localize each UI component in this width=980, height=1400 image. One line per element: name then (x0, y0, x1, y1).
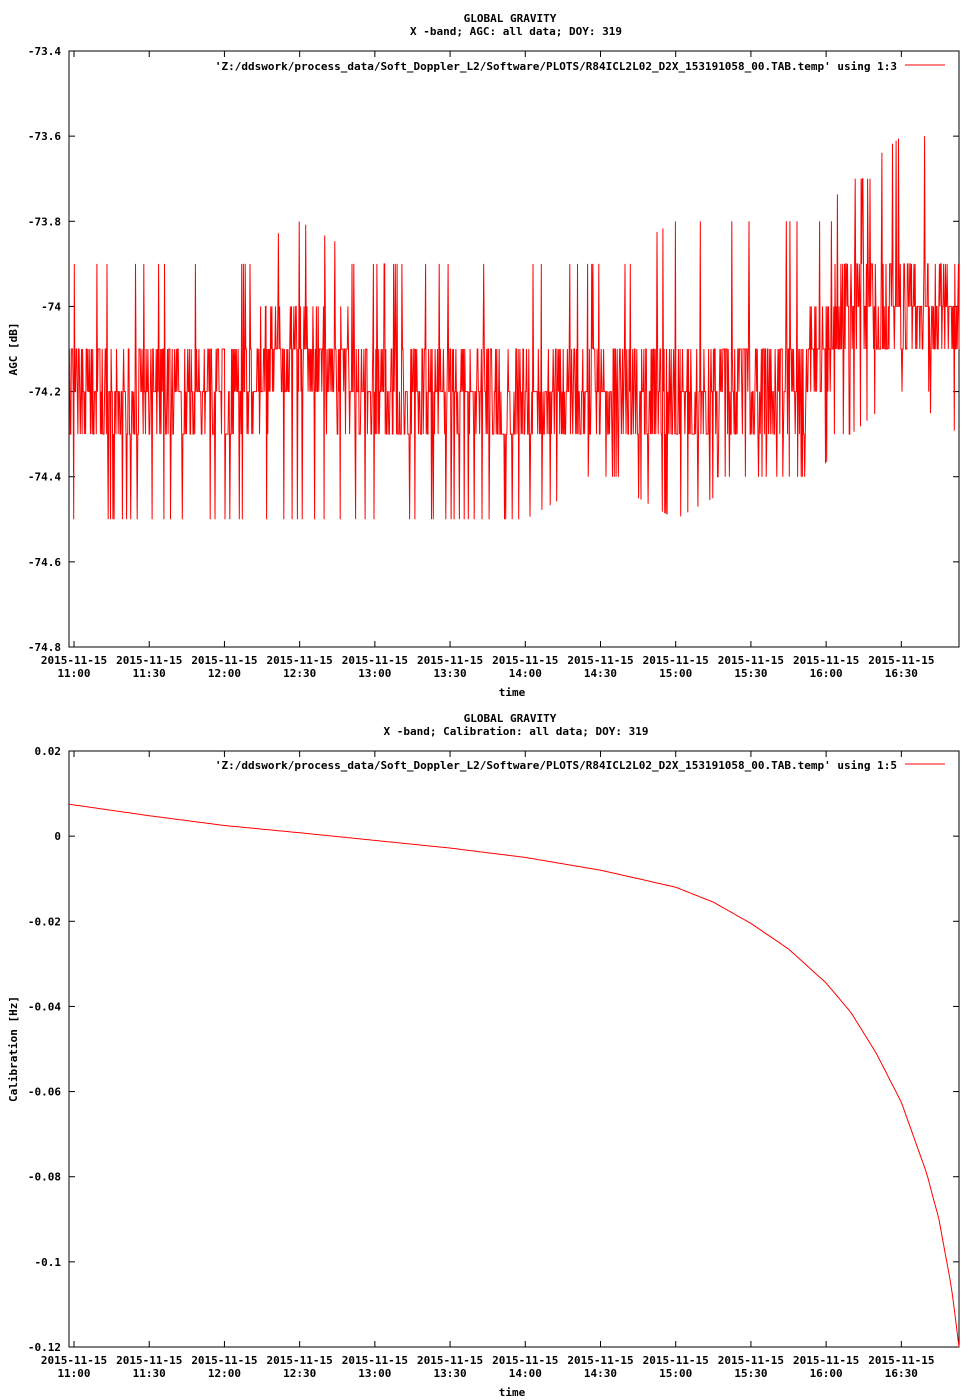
calibration-y-tick-label: -0.04 (28, 1000, 61, 1013)
calibration-x-tick-date: 2015-11-15 (267, 1354, 333, 1367)
agc-x-tick-time: 13:00 (358, 667, 391, 680)
agc-chart-subtitle: X -band; AGC: all data; DOY: 319 (410, 25, 622, 38)
calibration-x-tick-date: 2015-11-15 (417, 1354, 483, 1367)
calibration-x-tick-date: 2015-11-15 (567, 1354, 633, 1367)
calibration-x-tick-date: 2015-11-15 (718, 1354, 784, 1367)
calibration-x-tick-date: 2015-11-15 (41, 1354, 107, 1367)
agc-x-tick-date: 2015-11-15 (643, 654, 709, 667)
agc-x-tick-time: 12:30 (283, 667, 316, 680)
calibration-x-tick-time: 11:00 (57, 1367, 90, 1380)
agc-x-tick-date: 2015-11-15 (417, 654, 483, 667)
agc-x-tick-date: 2015-11-15 (116, 654, 182, 667)
calibration-y-tick-label: -0.06 (28, 1086, 61, 1099)
agc-chart-title: GLOBAL GRAVITY (464, 12, 557, 25)
calibration-y-tick-label: -0.12 (28, 1341, 61, 1354)
calibration-x-axis-label: time (499, 1386, 526, 1399)
agc-y-tick-label: -74.8 (28, 641, 61, 654)
calibration-x-tick-time: 11:30 (133, 1367, 166, 1380)
agc-x-tick-time: 15:00 (659, 667, 692, 680)
calibration-series-line (68, 803, 960, 1348)
agc-x-tick-time: 11:30 (133, 667, 166, 680)
agc-y-tick-label: -74.2 (28, 386, 61, 399)
agc-x-tick-time: 14:00 (509, 667, 542, 680)
agc-x-axis-label: time (499, 686, 526, 699)
agc-x-tick-date: 2015-11-15 (868, 654, 934, 667)
calibration-x-tick-time: 12:00 (208, 1367, 241, 1380)
agc-x-tick-time: 16:00 (810, 667, 843, 680)
agc-legend-label: 'Z:/ddswork/process_data/Soft_Doppler_L2… (215, 60, 897, 73)
calibration-x-tick-time: 13:00 (358, 1367, 391, 1380)
agc-x-tick-date: 2015-11-15 (718, 654, 784, 667)
agc-x-tick-time: 11:00 (57, 667, 90, 680)
calibration-x-tick-time: 14:00 (509, 1367, 542, 1380)
calibration-chart-subtitle: X -band; Calibration: all data; DOY: 319 (384, 725, 649, 738)
calibration-x-tick-time: 15:00 (659, 1367, 692, 1380)
calibration-x-tick-date: 2015-11-15 (793, 1354, 859, 1367)
calibration-x-tick-time: 12:30 (283, 1367, 316, 1380)
calibration-x-tick-date: 2015-11-15 (191, 1354, 257, 1367)
calibration-plot-frame (68, 750, 960, 1348)
calibration-chart: GLOBAL GRAVITY X -band; Calibration: all… (7, 712, 960, 1399)
calibration-chart-title: GLOBAL GRAVITY (464, 712, 557, 725)
calibration-x-tick-time: 13:30 (434, 1367, 467, 1380)
agc-x-tick-time: 13:30 (434, 667, 467, 680)
calibration-x-tick-date: 2015-11-15 (868, 1354, 934, 1367)
agc-x-tick-time: 16:30 (885, 667, 918, 680)
agc-x-tick-date: 2015-11-15 (492, 654, 558, 667)
agc-x-tick-date: 2015-11-15 (267, 654, 333, 667)
agc-y-tick-label: -73.6 (28, 130, 61, 143)
calibration-y-tick-label: 0.02 (35, 745, 62, 758)
calibration-y-tick-label: -0.08 (28, 1171, 61, 1184)
agc-x-tick-date: 2015-11-15 (41, 654, 107, 667)
agc-x-tick-date: 2015-11-15 (191, 654, 257, 667)
agc-series-line (69, 136, 960, 520)
calibration-y-tick-label: -0.02 (28, 915, 61, 928)
agc-chart: GLOBAL GRAVITY X -band; AGC: all data; D… (7, 12, 960, 699)
agc-y-axis-label: AGC [dB] (7, 323, 20, 376)
calibration-y-tick-label: 0 (54, 830, 61, 843)
calibration-x-tick-time: 15:30 (734, 1367, 767, 1380)
calibration-x-tick-time: 16:30 (885, 1367, 918, 1380)
agc-x-tick-time: 12:00 (208, 667, 241, 680)
agc-series (69, 136, 960, 520)
calibration-x-tick-date: 2015-11-15 (342, 1354, 408, 1367)
calibration-x-tick-time: 16:00 (810, 1367, 843, 1380)
agc-y-tick-label: -73.4 (28, 45, 61, 58)
agc-y-tick-label: -74.4 (28, 471, 61, 484)
agc-y-tick-label: -74 (41, 300, 61, 313)
calibration-x-tick-date: 2015-11-15 (492, 1354, 558, 1367)
calibration-y-axis-label: Calibration [Hz] (7, 996, 20, 1102)
agc-x-tick-date: 2015-11-15 (793, 654, 859, 667)
calibration-ticks: 0.020-0.02-0.04-0.06-0.08-0.1-0.122015-1… (28, 745, 959, 1380)
agc-x-tick-date: 2015-11-15 (567, 654, 633, 667)
calibration-x-tick-date: 2015-11-15 (643, 1354, 709, 1367)
calibration-series (68, 803, 960, 1348)
calibration-legend-label: 'Z:/ddswork/process_data/Soft_Doppler_L2… (215, 759, 897, 772)
calibration-x-tick-time: 14:30 (584, 1367, 617, 1380)
agc-y-tick-label: -73.8 (28, 215, 61, 228)
agc-x-tick-time: 15:30 (734, 667, 767, 680)
agc-x-tick-date: 2015-11-15 (342, 654, 408, 667)
calibration-x-tick-date: 2015-11-15 (116, 1354, 182, 1367)
agc-y-tick-label: -74.6 (28, 556, 61, 569)
calibration-y-tick-label: -0.1 (35, 1256, 62, 1269)
agc-ticks: -73.4-73.6-73.8-74-74.2-74.4-74.6-74.820… (28, 45, 959, 680)
agc-x-tick-time: 14:30 (584, 667, 617, 680)
